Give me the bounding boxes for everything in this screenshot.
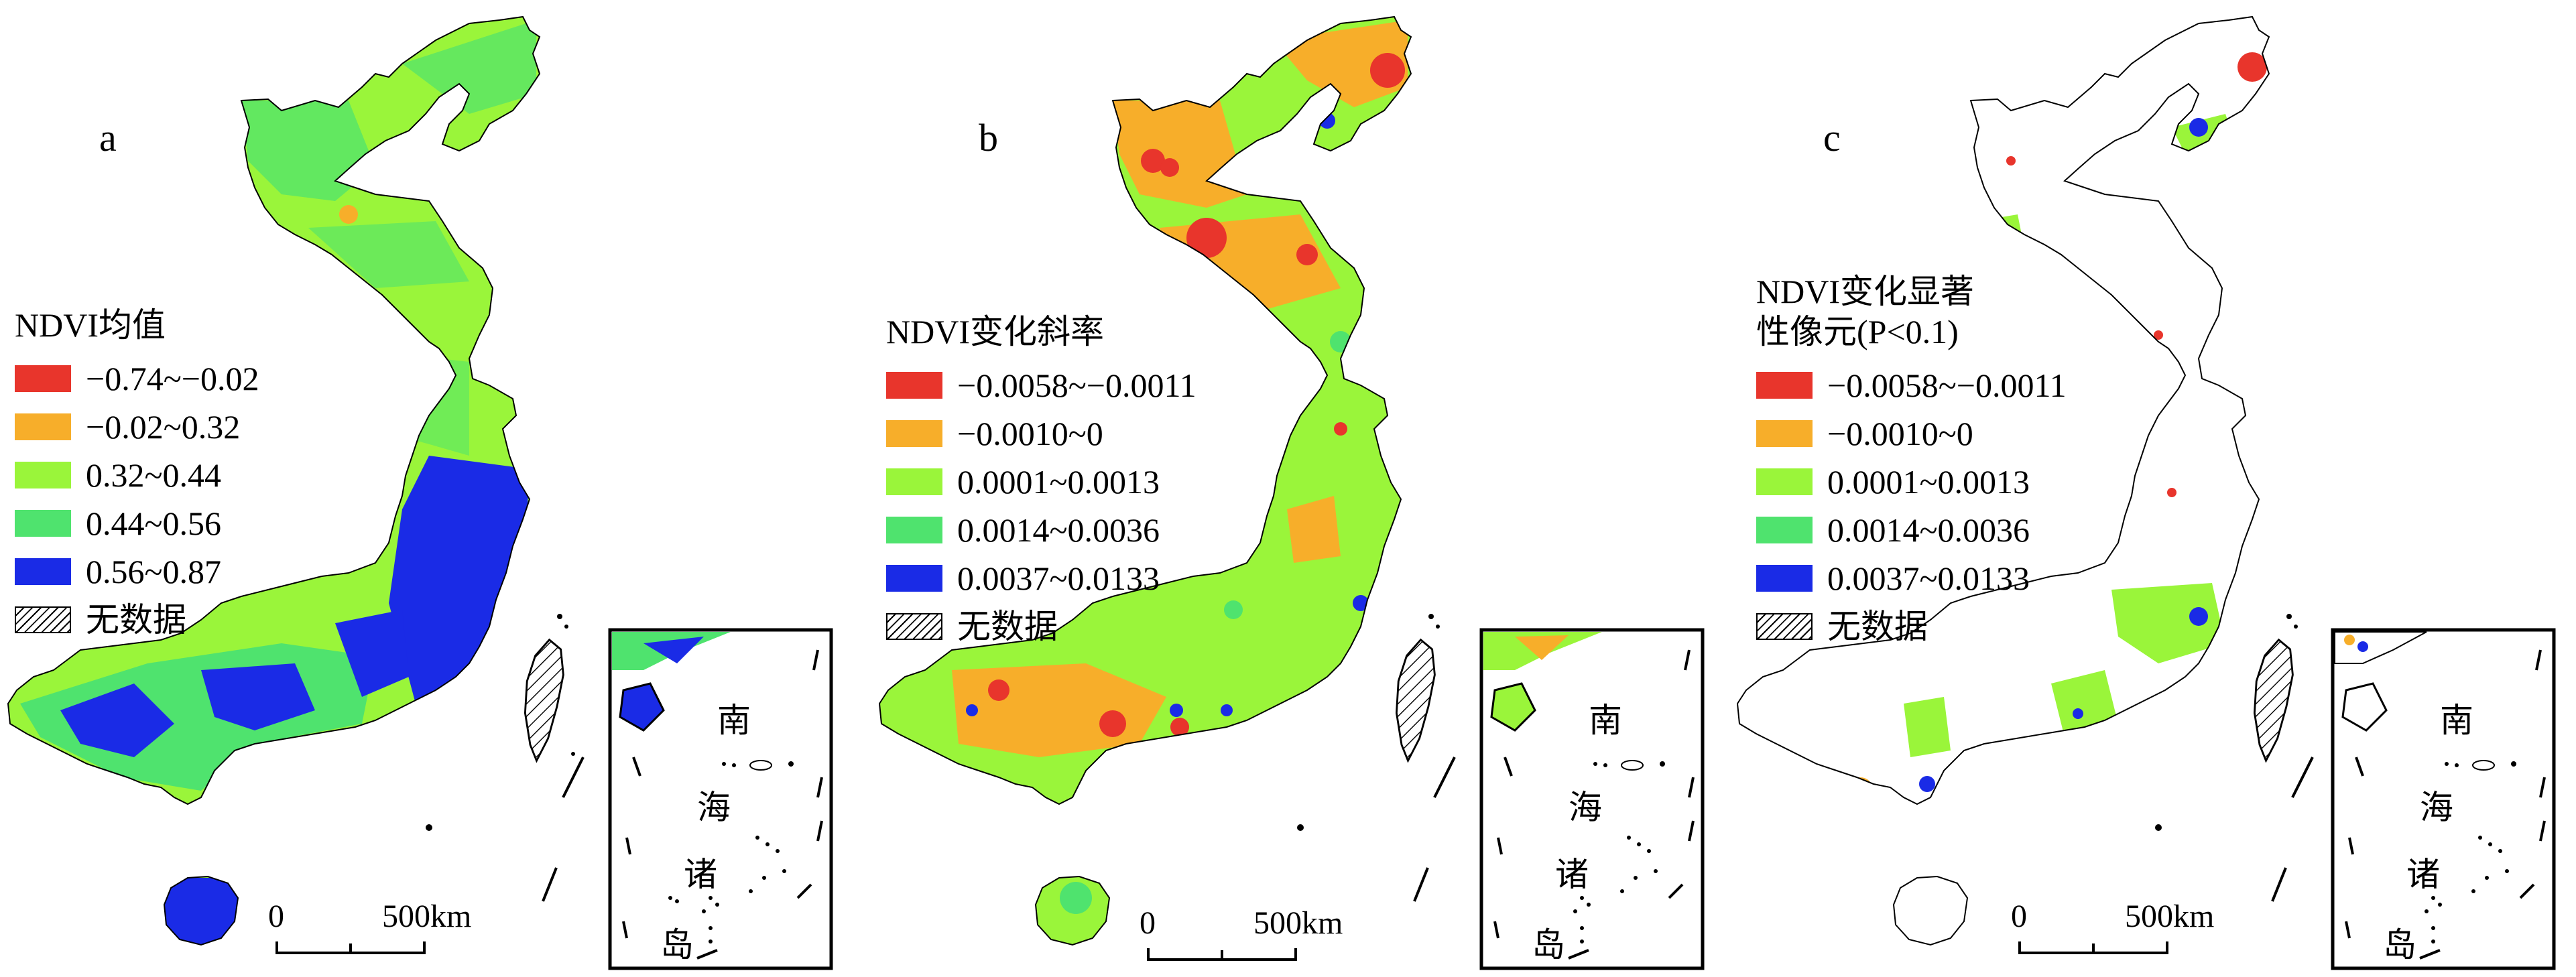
panel-b-scale-bar: 0 500km: [1140, 905, 1381, 945]
legend-label: 0.0001~0.0013: [1827, 463, 2030, 501]
legend-swatch: [886, 565, 942, 592]
legend-swatch: [886, 468, 942, 495]
panel-b-legend: NDVI变化斜率 −0.0058~−0.0011 −0.0010~0 0.000…: [886, 312, 1197, 651]
panel-a-scale-bar: 0 500km: [268, 898, 509, 938]
scale-zero: 0: [2011, 899, 2027, 934]
inset-char: 南: [2440, 701, 2473, 740]
legend-item: −0.0058~−0.0011: [886, 361, 1197, 409]
legend-swatch: [886, 420, 942, 447]
legend-label: 0.0037~0.0133: [957, 560, 1160, 597]
scale-zero: 0: [1140, 905, 1156, 941]
legend-swatch: [886, 372, 942, 399]
inset-char: 岛: [660, 925, 694, 964]
legend-item: 0.0014~0.0036: [886, 506, 1197, 554]
legend-swatch: [15, 510, 71, 537]
legend-label: 0.0037~0.0133: [1827, 560, 2030, 597]
legend-item: 0.44~0.56: [15, 499, 259, 547]
panel-b-letter: b: [979, 116, 998, 159]
legend-label: 0.0014~0.0036: [957, 511, 1160, 549]
panel-c-map: [1737, 16, 2556, 970]
legend-item: 0.32~0.44: [15, 451, 259, 499]
legend-label: −0.0010~0: [1827, 415, 1973, 452]
panel-b-map: [879, 16, 1705, 970]
scale-zero: 0: [268, 899, 284, 934]
inset-char: 南: [1589, 701, 1622, 740]
legend-label: 无数据: [1827, 608, 1928, 645]
panel-c: c NDVI变化显著 性像元(P<0.1) −0.0058~−0.0011 −0…: [1729, 0, 2576, 977]
legend-swatch: [15, 365, 71, 392]
legend-swatch: [15, 462, 71, 488]
legend-item: 0.0001~0.0013: [1756, 458, 2067, 506]
legend-label: 0.32~0.44: [86, 456, 222, 494]
panel-a-letter: a: [99, 116, 117, 159]
legend-swatch: [1756, 565, 1813, 592]
legend-item: 0.0037~0.0133: [1756, 554, 2067, 602]
panel-c-letter: c: [1823, 116, 1841, 159]
legend-item: 无数据: [15, 596, 259, 644]
legend-item: −0.0010~0: [1756, 409, 2067, 458]
legend-item: 0.0014~0.0036: [1756, 506, 2067, 554]
legend-swatch-hatched: [1756, 613, 1813, 640]
legend-title: NDVI均值: [15, 306, 166, 344]
legend-label: 无数据: [86, 601, 186, 639]
legend-label: −0.0010~0: [957, 415, 1103, 452]
scale-distance: 500km: [382, 899, 472, 934]
inset-char: 海: [2420, 788, 2453, 827]
legend-swatch: [15, 413, 71, 440]
legend-swatch: [1756, 372, 1813, 399]
inset-char: 海: [1569, 788, 1602, 827]
legend-label: −0.0058~−0.0011: [1827, 367, 2067, 404]
legend-label: 0.0001~0.0013: [957, 463, 1160, 501]
legend-swatch-hatched: [15, 606, 71, 633]
legend-swatch: [1756, 468, 1813, 495]
legend-item: −0.02~0.32: [15, 403, 259, 451]
legend-item: −0.0010~0: [886, 409, 1197, 458]
legend-item: −0.74~−0.02: [15, 354, 259, 403]
legend-label: −0.02~0.32: [86, 408, 241, 446]
legend-label: −0.0058~−0.0011: [957, 367, 1197, 404]
legend-swatch: [1756, 420, 1813, 447]
scale-distance: 500km: [1253, 905, 1343, 941]
legend-item: 无数据: [886, 602, 1197, 651]
inset-char: 诸: [1555, 855, 1589, 894]
legend-label: 0.56~0.87: [86, 553, 222, 590]
panel-b: b NDVI变化斜率 −0.0058~−0.0011 −0.0010~0 0.0…: [871, 0, 1730, 977]
scale-distance: 500km: [2125, 899, 2215, 934]
panel-a: a NDVI均值 −0.74~−0.02 −0.02~0.32 0.32~0.4…: [0, 0, 859, 977]
legend-swatch-hatched: [886, 613, 942, 640]
panel-c-scale-bar: 0 500km: [2011, 898, 2252, 938]
legend-title: NDVI变化斜率: [886, 313, 1104, 350]
inset-char: 南: [717, 701, 751, 740]
legend-swatch: [886, 517, 942, 543]
legend-label: 0.0014~0.0036: [1827, 511, 2030, 549]
legend-label: 无数据: [957, 608, 1058, 645]
inset-char: 海: [697, 788, 731, 827]
legend-title: NDVI变化显著 性像元(P<0.1): [1756, 273, 1974, 350]
legend-label: 0.44~0.56: [86, 505, 222, 542]
inset-char: 岛: [2383, 925, 2416, 964]
legend-item: 0.56~0.87: [15, 547, 259, 596]
legend-item: −0.0058~−0.0011: [1756, 361, 2067, 409]
legend-label: −0.74~−0.02: [86, 360, 259, 397]
legend-item: 0.0001~0.0013: [886, 458, 1197, 506]
legend-item: 无数据: [1756, 602, 2067, 651]
legend-swatch: [1756, 517, 1813, 543]
inset-char: 诸: [684, 855, 717, 894]
legend-item: 0.0037~0.0133: [886, 554, 1197, 602]
inset-char: 岛: [1532, 925, 1565, 964]
legend-swatch: [15, 558, 71, 585]
inset-char: 诸: [2406, 855, 2440, 894]
panel-a-legend: NDVI均值 −0.74~−0.02 −0.02~0.32 0.32~0.44 …: [15, 305, 259, 644]
panel-c-legend: NDVI变化显著 性像元(P<0.1) −0.0058~−0.0011 −0.0…: [1756, 271, 2067, 651]
